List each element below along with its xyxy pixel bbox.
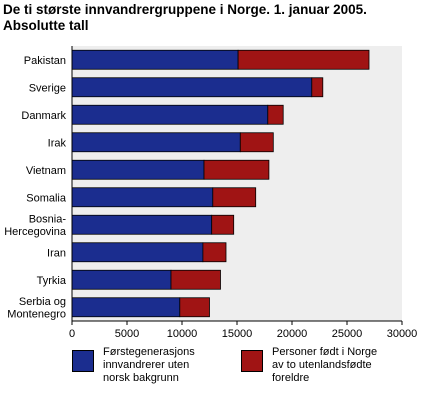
x-tick-label-4: 20000 xyxy=(277,328,308,340)
legend-swatch-first-generation xyxy=(72,350,94,372)
bar-norway-born-2 xyxy=(267,104,284,125)
bar-norway-born-8 xyxy=(170,269,221,290)
bar-norway-born-1 xyxy=(311,77,324,98)
x-tick-label-5: 25000 xyxy=(332,328,363,340)
category-label-7: Iran xyxy=(47,247,66,259)
bar-first-generation-1 xyxy=(71,77,313,98)
bar-first-generation-2 xyxy=(71,104,269,125)
category-label-5: Somalia xyxy=(26,192,67,204)
x-tick-label-2: 10000 xyxy=(167,328,198,340)
bar-norway-born-4 xyxy=(203,159,270,180)
x-tick-label-1: 5000 xyxy=(115,328,139,340)
category-label-1: Sverige xyxy=(29,82,66,94)
x-tick-label-6: 30000 xyxy=(387,328,418,340)
chart-title: De ti største innvandrergruppene i Norge… xyxy=(3,2,423,34)
bar-first-generation-5 xyxy=(71,187,214,208)
bar-first-generation-9 xyxy=(71,297,181,318)
bar-norway-born-5 xyxy=(212,187,257,208)
bar-first-generation-6 xyxy=(71,214,213,235)
bar-norway-born-3 xyxy=(239,132,274,153)
bar-norway-born-9 xyxy=(179,297,210,318)
category-label-2: Danmark xyxy=(21,110,66,122)
category-label-9: Serbia og Montenegro xyxy=(7,296,66,321)
category-label-0: Pakistan xyxy=(24,55,66,67)
legend-swatch-norway-born xyxy=(241,350,263,372)
title-line-2: Absolutte tall xyxy=(3,18,89,33)
bar-norway-born-6 xyxy=(211,214,235,235)
bar-first-generation-4 xyxy=(71,159,205,180)
title-line-1: De ti største innvandrergruppene i Norge… xyxy=(3,2,367,17)
bar-first-generation-3 xyxy=(71,132,241,153)
category-label-8: Tyrkia xyxy=(37,275,67,287)
bar-first-generation-8 xyxy=(71,269,172,290)
legend-label-norway-born: Personer født i Norge av to utenlandsfød… xyxy=(272,346,378,384)
bar-norway-born-7 xyxy=(202,242,227,263)
bar-first-generation-0 xyxy=(71,49,239,70)
category-label-6: Bosnia-Hercegovina xyxy=(4,214,67,239)
category-label-3: Irak xyxy=(48,137,67,149)
bar-norway-born-0 xyxy=(237,49,370,70)
x-tick-label-0: 0 xyxy=(69,328,75,340)
bar-first-generation-7 xyxy=(71,242,204,263)
x-tick-label-3: 15000 xyxy=(222,328,253,340)
legend-label-first-generation: Førstegenerasjons innvandrerer uten nors… xyxy=(103,346,195,384)
category-label-4: Vietnam xyxy=(26,165,66,177)
